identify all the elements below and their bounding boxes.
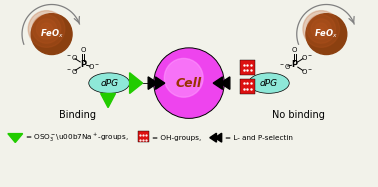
Text: O$^-$: O$^-$ [88, 62, 100, 71]
Bar [240, 79, 255, 94]
Circle shape [306, 14, 347, 55]
Text: $^-$O: $^-$O [65, 53, 78, 62]
Polygon shape [213, 77, 223, 89]
Text: P: P [80, 60, 86, 69]
Polygon shape [220, 77, 230, 89]
Circle shape [45, 27, 49, 31]
Ellipse shape [89, 73, 130, 93]
Polygon shape [130, 73, 143, 94]
Text: dPG: dPG [100, 79, 118, 88]
Polygon shape [101, 94, 116, 108]
Circle shape [307, 15, 336, 43]
Polygon shape [155, 77, 165, 89]
Text: O: O [81, 47, 86, 53]
Text: = OSO$_3^-$\u00b7Na$^+$-groups,: = OSO$_3^-$\u00b7Na$^+$-groups, [25, 131, 129, 144]
Bar [240, 60, 255, 75]
Text: P: P [292, 60, 298, 69]
Text: = L- and P-selectin: = L- and P-selectin [225, 135, 293, 141]
Circle shape [164, 58, 203, 97]
Text: O$^-$: O$^-$ [301, 67, 313, 76]
Text: FeO$_x$: FeO$_x$ [314, 28, 338, 40]
Circle shape [32, 15, 61, 43]
Circle shape [28, 11, 65, 47]
Circle shape [319, 27, 323, 31]
Text: $^-$O: $^-$O [278, 62, 291, 71]
Text: = OH-groups,: = OH-groups, [152, 135, 201, 141]
Circle shape [36, 19, 57, 39]
Ellipse shape [248, 73, 289, 93]
Text: O: O [292, 47, 297, 53]
Bar [138, 131, 149, 142]
Circle shape [303, 11, 339, 47]
Polygon shape [8, 134, 23, 142]
Polygon shape [210, 133, 217, 142]
Text: $^-$O: $^-$O [65, 67, 78, 76]
Text: FeO$_x$: FeO$_x$ [40, 28, 64, 40]
Text: No binding: No binding [272, 110, 325, 120]
Text: Cell: Cell [176, 77, 202, 90]
Text: dPG: dPG [260, 79, 278, 88]
Polygon shape [148, 77, 158, 89]
Polygon shape [215, 133, 222, 142]
Circle shape [31, 14, 72, 55]
Text: O$^-$: O$^-$ [301, 53, 313, 62]
Circle shape [154, 48, 224, 118]
Text: Binding: Binding [59, 110, 96, 120]
Circle shape [315, 23, 327, 35]
Circle shape [40, 23, 53, 35]
Circle shape [311, 19, 332, 39]
